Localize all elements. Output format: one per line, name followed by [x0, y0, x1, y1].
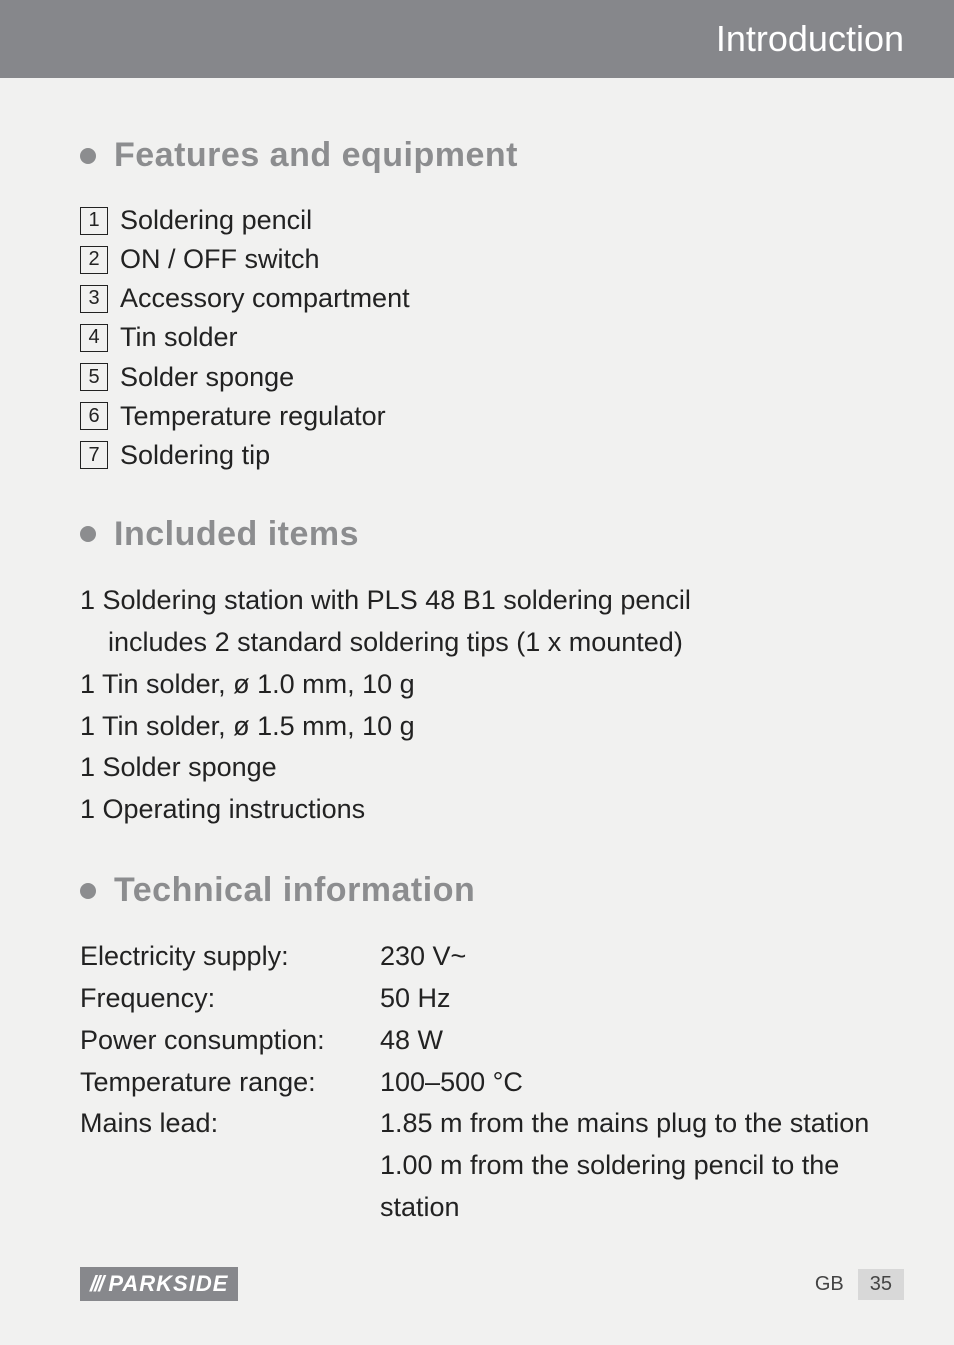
item-text: Soldering tip: [120, 436, 270, 475]
tech-label: Temperature range:: [80, 1062, 380, 1104]
section-head-features: Features and equipment: [80, 136, 874, 175]
item-text: Temperature regulator: [120, 397, 386, 436]
included-line: 1 Operating instructions: [80, 789, 874, 831]
list-item: 1 Soldering pencil: [80, 201, 874, 240]
included-line: includes 2 standard soldering tips (1 x …: [80, 622, 874, 664]
included-line: 1 Soldering station with PLS 48 B1 solde…: [80, 580, 874, 622]
included-line: 1 Solder sponge: [80, 747, 874, 789]
tech-row: 1.00 m from the soldering pencil to the …: [80, 1145, 874, 1229]
tech-label: Frequency:: [80, 978, 380, 1020]
section-head-included: Included items: [80, 515, 874, 554]
bullet-icon: [80, 148, 96, 164]
tech-label: Electricity supply:: [80, 936, 380, 978]
numbox: 2: [80, 246, 108, 274]
numbox: 1: [80, 207, 108, 235]
item-text: Soldering pencil: [120, 201, 312, 240]
brand-stripes-icon: ///: [90, 1271, 102, 1297]
numbox: 3: [80, 285, 108, 313]
section-head-tech: Technical information: [80, 871, 874, 910]
numbox: 7: [80, 441, 108, 469]
numbox: 6: [80, 402, 108, 430]
features-list: 1 Soldering pencil 2 ON / OFF switch 3 Acce…: [80, 201, 874, 475]
tech-row: Electricity supply:230 V~: [80, 936, 874, 978]
list-item: 4 Tin solder: [80, 318, 874, 357]
section-title-tech: Technical information: [114, 871, 475, 910]
tech-value: 50 Hz: [380, 978, 451, 1020]
page-number: 35: [858, 1269, 904, 1300]
bullet-icon: [80, 883, 96, 899]
page-content: Features and equipment 1 Soldering pencil…: [0, 78, 954, 1229]
page-indicator: GB 35: [815, 1269, 904, 1300]
section-title-included: Included items: [114, 515, 359, 554]
item-text: ON / OFF switch: [120, 240, 320, 279]
tech-value: 1.00 m from the soldering pencil to the …: [380, 1145, 874, 1229]
footer: /// PARKSIDE GB 35: [0, 1267, 954, 1301]
tech-label: Mains lead:: [80, 1103, 380, 1145]
tech-row: Power consumption:48 W: [80, 1020, 874, 1062]
brand-logo: /// PARKSIDE: [80, 1267, 238, 1301]
item-text: Solder sponge: [120, 358, 294, 397]
header-bar: Introduction: [0, 0, 954, 78]
list-item: 3 Accessory compartment: [80, 279, 874, 318]
brand-name: PARKSIDE: [108, 1271, 228, 1297]
list-item: 6 Temperature regulator: [80, 397, 874, 436]
bullet-icon: [80, 526, 96, 542]
list-item: 7 Soldering tip: [80, 436, 874, 475]
tech-table: Electricity supply:230 V~ Frequency:50 H…: [80, 936, 874, 1229]
tech-value: 1.85 m from the mains plug to the statio…: [380, 1103, 869, 1145]
tech-label: Power consumption:: [80, 1020, 380, 1062]
list-item: 2 ON / OFF switch: [80, 240, 874, 279]
item-text: Accessory compartment: [120, 279, 410, 318]
numbox: 4: [80, 324, 108, 352]
included-line: 1 Tin solder, ø 1.0 mm, 10 g: [80, 664, 874, 706]
numbox: 5: [80, 363, 108, 391]
list-item: 5 Solder sponge: [80, 358, 874, 397]
tech-row: Temperature range:100–500 °C: [80, 1062, 874, 1104]
header-title: Introduction: [716, 18, 904, 60]
tech-value: 230 V~: [380, 936, 466, 978]
tech-value: 48 W: [380, 1020, 443, 1062]
tech-row: Frequency:50 Hz: [80, 978, 874, 1020]
section-title-features: Features and equipment: [114, 136, 518, 175]
included-list: 1 Soldering station with PLS 48 B1 solde…: [80, 580, 874, 831]
included-line: 1 Tin solder, ø 1.5 mm, 10 g: [80, 706, 874, 748]
tech-row: Mains lead:1.85 m from the mains plug to…: [80, 1103, 874, 1145]
country-code: GB: [815, 1273, 844, 1296]
item-text: Tin solder: [120, 318, 238, 357]
tech-value: 100–500 °C: [380, 1062, 523, 1104]
tech-label: [80, 1145, 380, 1229]
